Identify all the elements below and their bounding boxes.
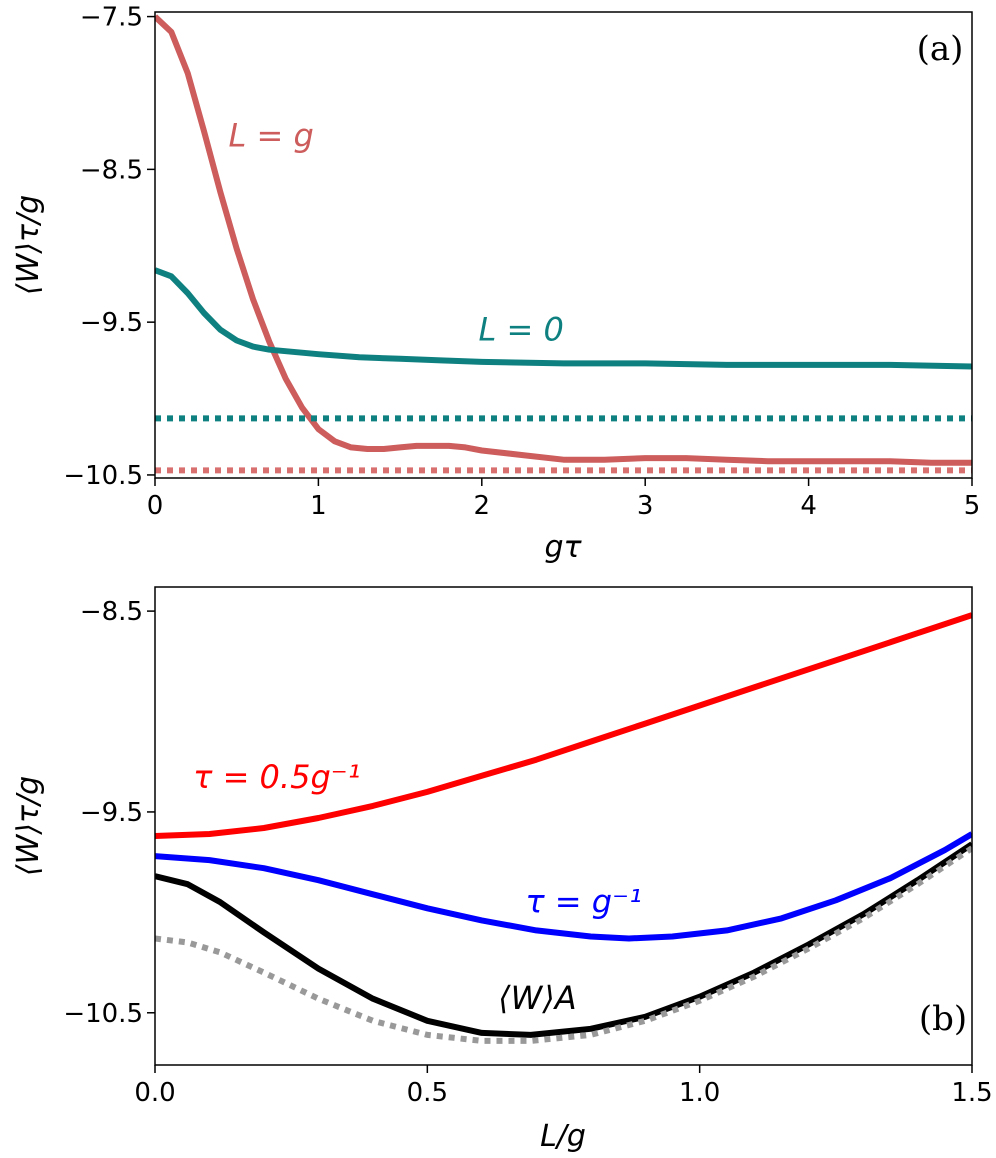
panel-b-y-tick-label: −9.5 bbox=[80, 798, 143, 828]
panel-a-x-tick-label: 5 bbox=[964, 491, 981, 521]
panel-a-y-tick-label: −8.5 bbox=[80, 155, 143, 185]
panel-b-series-line-2 bbox=[155, 841, 972, 1038]
panel-b-x-axis-label: L/g bbox=[540, 1119, 586, 1154]
panel-b-y-tick-label: −8.5 bbox=[80, 597, 143, 627]
panel-a-chart: 0 1 2 3 4 5 −7.5 −8.5 −9.5 −10.5 L = g L = 0 (a) g… bbox=[11, 3, 980, 565]
panel-b-series bbox=[155, 612, 972, 1044]
panel-a-x-tick-label: 2 bbox=[474, 491, 491, 521]
panel-a-series bbox=[155, 14, 972, 474]
panel-a-y-tick-label: −9.5 bbox=[80, 308, 143, 338]
panel-b-annotations: τ = 0.5g⁻¹ τ = g⁻¹ ⟨W⟩A bbox=[193, 758, 642, 1017]
panel-b-frame bbox=[154, 586, 973, 1066]
panel-b-annotation-0: τ = 0.5g⁻¹ bbox=[193, 758, 360, 796]
panel-a-annotation-0: L = g bbox=[229, 116, 314, 154]
panel-a-frame bbox=[154, 11, 973, 479]
panel-b-x-tick-label: 0.5 bbox=[407, 1078, 448, 1108]
panel-a-y-axis-label: ⟨W⟩τ/g bbox=[11, 195, 46, 295]
panel-a-ticks: 0 1 2 3 4 5 −7.5 −8.5 −9.5 −10.5 bbox=[63, 3, 980, 521]
panel-a-y-tick-label: −7.5 bbox=[80, 3, 143, 33]
panel-a-series-line-1 bbox=[155, 267, 972, 370]
panel-b-x-tick-label: 1.0 bbox=[679, 1078, 720, 1108]
panel-a-y-tick-label: −10.5 bbox=[63, 461, 143, 491]
panel-b-ticks: 0.0 0.5 1.0 1.5 −8.5 −9.5 −10.5 bbox=[63, 597, 992, 1108]
panel-b-label: (b) bbox=[919, 999, 967, 1039]
panel-b-annotation-1: τ = g⁻¹ bbox=[525, 882, 641, 920]
panel-a-x-axis-label: gτ bbox=[544, 530, 582, 565]
panel-a-x-tick-label: 4 bbox=[800, 491, 817, 521]
panel-b-annotation-2: ⟨W⟩A bbox=[498, 979, 577, 1017]
panel-b-y-axis-label: ⟨W⟩τ/g bbox=[11, 776, 46, 876]
panel-a-x-tick-label: 3 bbox=[637, 491, 654, 521]
panel-a-x-tick-label: 1 bbox=[310, 491, 327, 521]
panel-a-annotation-1: L = 0 bbox=[479, 310, 564, 348]
panel-b-x-tick-label: 0.0 bbox=[134, 1078, 175, 1108]
panel-a-annotations: L = g L = 0 bbox=[229, 116, 564, 348]
panel-b-series-line-3-dotted bbox=[155, 845, 972, 1044]
panel-b-series-line-0 bbox=[155, 612, 972, 839]
panel-b-chart: 0.0 0.5 1.0 1.5−8.5−9.5−10.5 τ = 0.5g⁻¹τ = … bbox=[11, 586, 993, 1154]
panel-b-x-tick-label: 1.5 bbox=[951, 1078, 992, 1108]
panel-a-series-line-0 bbox=[155, 14, 972, 466]
panel-a-x-tick-label: 0 bbox=[147, 491, 164, 521]
panel-b-y-tick-label: −10.5 bbox=[63, 999, 143, 1029]
panel-b-series-line-1 bbox=[155, 831, 972, 942]
panel-a-label: (a) bbox=[917, 29, 964, 69]
